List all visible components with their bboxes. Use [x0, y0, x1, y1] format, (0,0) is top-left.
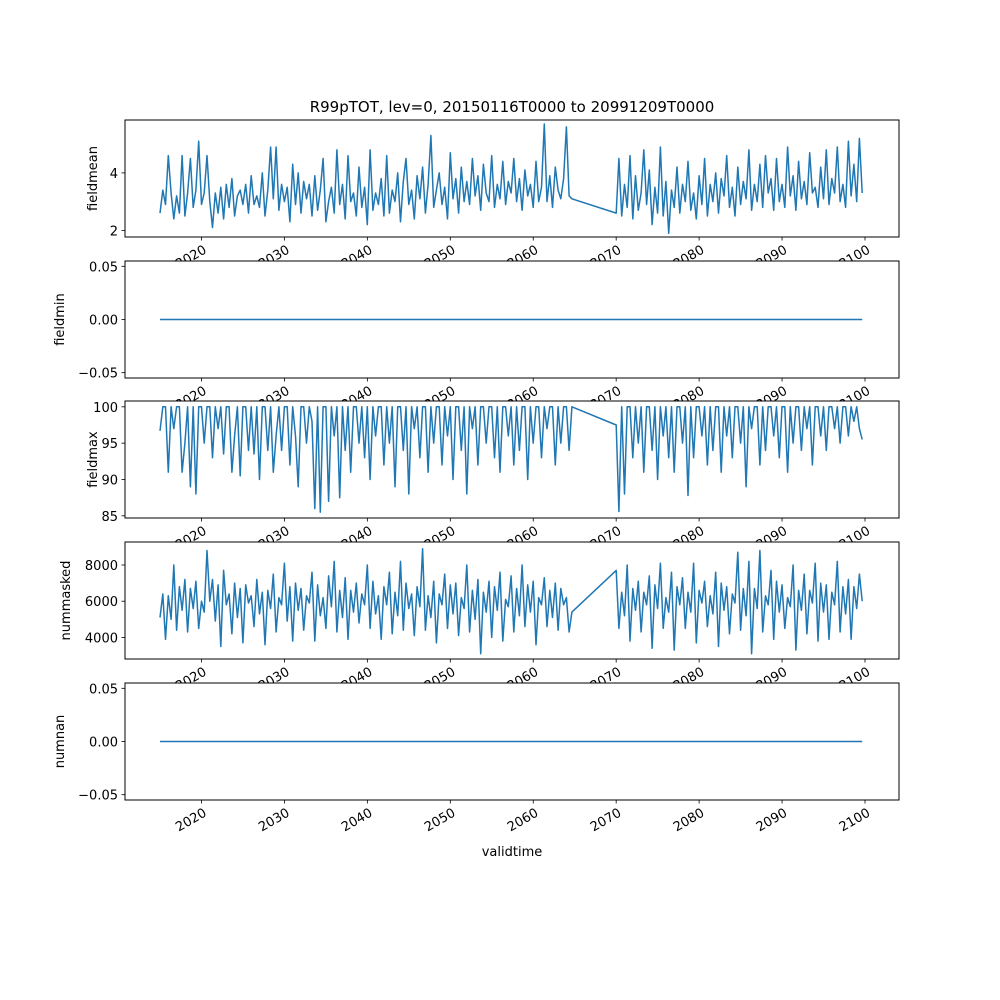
y-tick-label: −0.05: [78, 367, 118, 382]
y-tick-label: 100: [93, 401, 118, 416]
y-tick-label: 95: [101, 437, 118, 452]
fieldmean-series-line: [159, 123, 863, 235]
y-tick-label: 0.05: [89, 682, 118, 697]
y-tick-label: 4000: [85, 631, 118, 646]
nummasked-series-line: [159, 547, 863, 655]
y-axis-label: fieldmax: [86, 431, 101, 488]
axes-frame: [124, 400, 900, 519]
y-tick-label: 0.00: [89, 736, 118, 751]
y-tick-label: −0.05: [78, 789, 118, 804]
axes-frame: [124, 119, 900, 238]
y-axis-label: fieldmean: [86, 146, 101, 211]
y-axis-label: numnan: [53, 715, 68, 769]
y-tick-label: 4: [110, 167, 118, 182]
y-tick-label: 2: [110, 224, 118, 239]
y-tick-label: 85: [101, 510, 118, 525]
y-tick-label: 0.00: [89, 314, 118, 329]
axes-frame: [124, 541, 900, 660]
y-tick-label: 6000: [85, 595, 118, 610]
y-tick-label: 90: [101, 473, 118, 488]
fieldmax-series-line: [159, 406, 863, 513]
y-tick-label: 0.05: [89, 260, 118, 275]
x-axis-label: validtime: [482, 845, 543, 860]
y-axis-label: nummasked: [59, 561, 74, 641]
y-tick-label: 8000: [85, 559, 118, 574]
chart-title: R99pTOT, lev=0, 20150116T0000 to 2099120…: [310, 98, 715, 116]
y-axis-label: fieldmin: [53, 293, 68, 346]
